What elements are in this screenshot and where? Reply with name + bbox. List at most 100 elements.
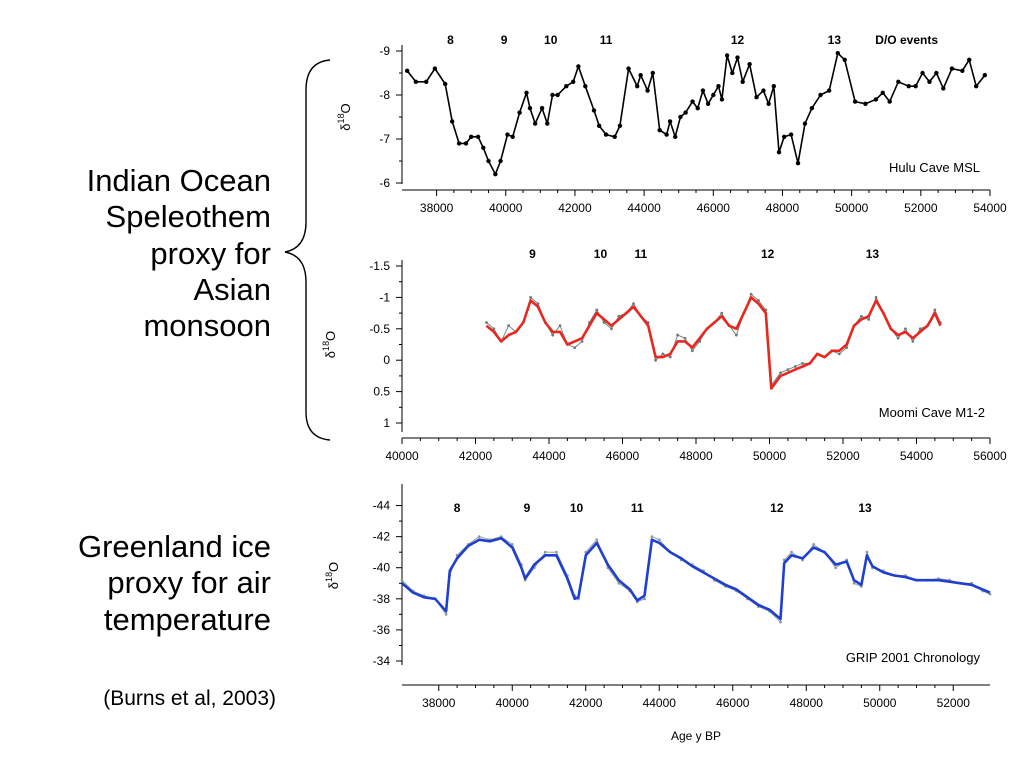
data-point [761,88,766,93]
y-axis-label-sup: 18 [336,113,346,123]
x-tick-label: 42000 [569,696,603,710]
data-point [505,132,510,137]
data-point [867,317,871,321]
y-axis-label-o: O [323,331,338,341]
data-point [779,620,782,624]
data-point [887,99,892,104]
data-point [529,296,533,299]
data-point [678,114,683,120]
do-event-label: 9 [529,247,536,261]
data-point [591,108,597,113]
data-point [906,84,911,89]
data-point [934,70,939,76]
y-tick-label: 0 [383,353,390,367]
do-event-label: 11 [600,33,613,47]
greenland-label-line: proxy for air [107,565,271,601]
data-point [667,119,673,124]
y-axis-label: δ18O [336,103,353,130]
data-point [782,134,787,139]
data-point [896,79,901,85]
data-point [650,535,654,539]
data-point [776,150,782,155]
y-tick-label: -6 [379,176,390,190]
do-event-label: 12 [761,247,775,261]
y-axis-label: δ18O [321,331,338,358]
panel-label: Moomi Cave M1-2 [879,405,985,420]
greenland-label-line: temperature [103,601,271,637]
data-point [735,55,740,60]
data-point [716,84,721,89]
x-tick-label: 52000 [904,201,938,215]
y-tick-label: -9 [379,44,390,58]
data-point [779,371,782,375]
data-point [802,121,808,126]
x-tick-label: 50000 [863,696,897,710]
do-event-label: 12 [770,501,784,515]
data-point [444,612,448,616]
data-point [724,53,730,58]
x-tick-label: 52000 [826,449,860,463]
y-axis-label-delta: δ [326,582,341,589]
do-event-label: 13 [866,247,880,261]
y-tick-label: -1.5 [369,259,390,273]
data-point [550,92,555,98]
data-point [865,550,869,554]
y-axis-label-sup: 18 [321,341,331,351]
grouping-brace [284,59,331,441]
data-point [543,550,547,554]
y-tick-label: -42 [373,530,391,544]
data-point [863,101,868,107]
data-point [424,79,429,85]
series-line [406,52,986,175]
do-event-label: 9 [501,33,508,47]
smoothed-series-line [485,296,942,390]
y-axis-label: δ18O [324,562,341,589]
data-point [610,327,613,331]
x-tick-label: 48000 [679,449,713,463]
data-point [432,66,438,71]
data-point [545,121,550,126]
data-point [536,302,540,306]
data-point [911,339,915,343]
x-tick-label: 44000 [643,696,677,710]
data-point [477,535,481,539]
data-point [603,132,609,137]
y-axis-label-sup: 18 [324,572,334,582]
indian-label-line: Indian Ocean [86,163,271,198]
data-point [673,134,678,139]
greenland-label-line: Greenland ice [77,529,271,564]
data-point [558,324,562,328]
data-point [510,134,515,139]
data-point [788,132,794,137]
hulu-cave-chart: -9 -8 -7 -6 38000 40000 42000 44000 46000 48000 50… [336,33,1007,215]
data-point [645,88,650,93]
x-tick-label: 40000 [385,449,419,463]
y-tick-label: -44 [373,499,391,513]
data-point [554,550,558,554]
x-tick-label: 52000 [937,696,971,710]
data-point [602,321,606,324]
x-tick-label: 46000 [606,449,640,463]
data-point [695,106,700,111]
do-event-label: 8 [454,501,461,515]
series-line [401,536,991,623]
moomi-cave-chart: -1.5 -1 -0.5 0 0.5 1 40000 42000 44000 46000 48000… [321,247,1007,463]
data-point [492,327,496,331]
data-point [874,296,878,299]
data-point [705,101,711,107]
data-point [771,84,777,89]
data-point [413,79,419,85]
data-point [580,339,584,343]
data-point [481,145,486,150]
data-point [730,70,735,76]
data-point [918,327,922,331]
y-axis-label-delta: δ [323,351,338,358]
data-point [982,73,988,78]
data-point [757,299,760,302]
x-tick-label: 56000 [973,449,1007,463]
indian-label-line: monsoon [143,308,271,344]
data-point [475,134,481,139]
do-event-label: 10 [594,247,608,261]
data-point [510,543,514,546]
do-event-label: 10 [570,501,584,515]
